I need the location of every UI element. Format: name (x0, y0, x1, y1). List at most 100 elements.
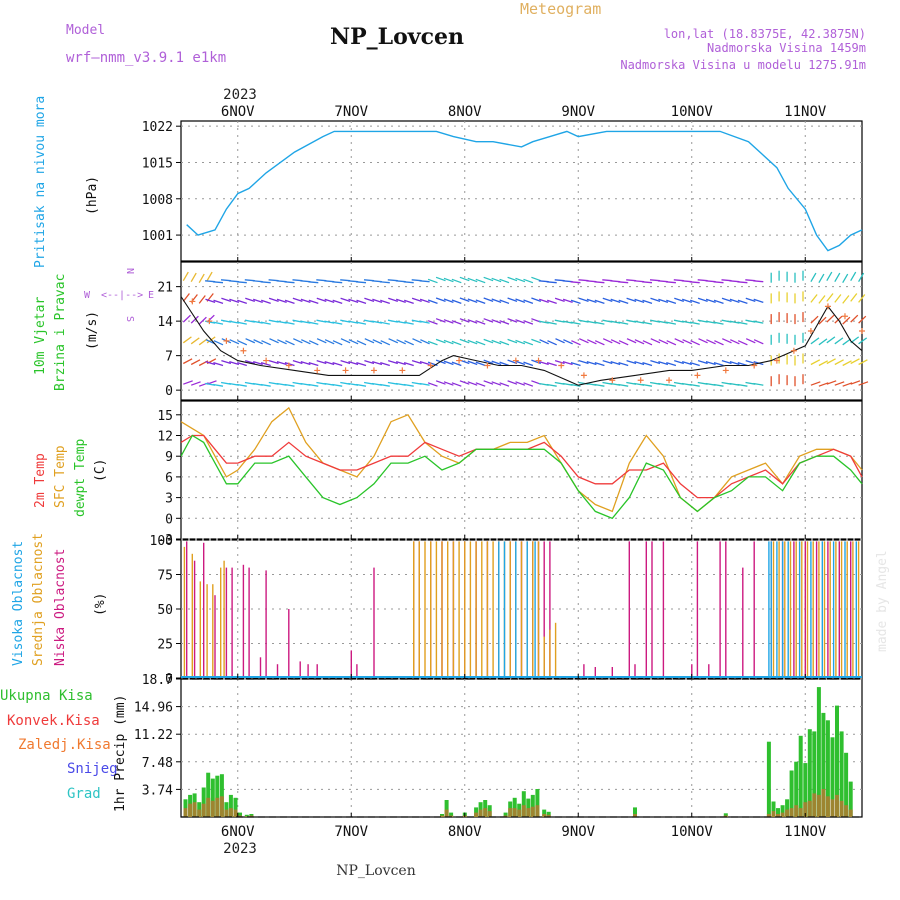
wind-arrow (674, 297, 685, 303)
wind-arrow (403, 321, 414, 325)
wind-arrow (221, 359, 232, 365)
total-precip-bar (766, 741, 771, 817)
conv-precip-bar (798, 808, 803, 817)
wind-arrow (826, 293, 834, 302)
wind-arrow (253, 339, 263, 345)
wind-arrow (842, 338, 852, 346)
wind-arrow (499, 320, 510, 325)
wind-arrow (563, 339, 573, 345)
y-tick-label: -3 (157, 533, 173, 548)
gust-mark (189, 298, 196, 305)
time-axis-top: 6NOV 7NOV 8NOV 9NOV 10NOV 11NOV (221, 104, 827, 120)
wind-arrow (705, 360, 716, 366)
conv-precip-bar (244, 816, 249, 817)
wind-arrow (403, 361, 414, 367)
temperature-grid (181, 401, 862, 540)
gust-mark (342, 367, 349, 374)
wind-arrow (515, 298, 526, 304)
day-label-bottom: 11NOV (784, 824, 827, 840)
wind-arrow (850, 380, 861, 385)
wind-arrow (419, 360, 430, 366)
wind-arrow (642, 361, 653, 367)
wind-arrow (427, 382, 438, 387)
wind-arrow (268, 297, 279, 303)
wind-arrow (737, 383, 748, 387)
conv-precip-bar (474, 812, 479, 817)
wind-arrow (810, 272, 817, 283)
wind-ticks: 21 14 7 0 (157, 281, 806, 400)
y-tick-label: 1015 (142, 156, 173, 171)
label-mid-cloud: Srednja Oblacnost (31, 533, 46, 666)
wind-arrow (212, 281, 224, 284)
wind-arrow (578, 359, 589, 365)
wind-arrow (260, 361, 271, 367)
wind-arrow (666, 340, 677, 346)
total-precip-bar (780, 805, 785, 817)
conv-precip-bar (238, 815, 242, 817)
day-label-top: 7NOV (334, 104, 368, 120)
wind-arrow (308, 299, 319, 305)
wind-arrow (451, 278, 462, 284)
wind-arrow (737, 281, 748, 284)
y-tick-label: 11.22 (134, 728, 173, 743)
wind-arrow (546, 321, 557, 325)
wind-arrow (626, 338, 637, 344)
wind-arrow (300, 360, 311, 366)
wind-arrow (689, 281, 700, 284)
wind-arrow (674, 338, 685, 344)
wind-arrow (546, 383, 557, 387)
wind-arrow (459, 380, 470, 385)
wind-arrow (834, 337, 844, 345)
temperature-frame (180, 400, 863, 540)
wind-arrow (372, 360, 383, 366)
y-tick-label: 50 (157, 603, 173, 618)
wind-arrow (451, 299, 462, 305)
gust-mark (314, 367, 321, 374)
conv-precip-bar (789, 808, 794, 817)
wind-arrow (411, 359, 422, 365)
wind-arrow (380, 299, 391, 305)
wind-arrow (753, 339, 764, 345)
gust-mark (223, 337, 230, 344)
wind-arrow (594, 383, 605, 387)
wind-arrow (531, 297, 542, 303)
wind-arrow (499, 299, 510, 305)
gust-mark (666, 377, 673, 384)
wind-arrow (236, 281, 247, 284)
wind-arrow (594, 340, 605, 346)
wind-arrow (451, 340, 462, 346)
gust-mark (580, 372, 587, 379)
gust-mark (637, 377, 644, 384)
conv-precip-bar (215, 797, 220, 817)
wind-arrow (682, 298, 692, 304)
wind-arrow (818, 338, 828, 346)
total-precip-bar (238, 812, 242, 817)
wind-arrow (842, 360, 852, 367)
wind-arrow (364, 359, 375, 365)
footer-station: NP_Lovcen (336, 863, 415, 879)
temp-2m-line (180, 434, 863, 499)
wind-arrow (443, 319, 454, 324)
wind-arrow (268, 359, 279, 365)
conv-precip-bar (249, 815, 254, 817)
wind-arrow (579, 338, 589, 344)
wind-arrow (818, 316, 827, 325)
wind-arrow (395, 298, 406, 304)
wind-arrow (818, 295, 826, 304)
y-tick-label: 7.48 (142, 756, 173, 771)
total-precip-bar (789, 770, 794, 817)
wind-arrow (308, 281, 319, 284)
wind-arrow (826, 336, 836, 344)
day-label-top: 10NOV (671, 104, 714, 120)
gust-mark (609, 377, 616, 384)
wind-arrow (182, 358, 193, 365)
wind-arrow (587, 339, 597, 345)
gust-mark (790, 347, 797, 354)
y-tick-label: 1022 (142, 120, 173, 135)
wind-arrow (850, 271, 857, 282)
total-precip-bar (201, 787, 206, 817)
conv-precip-bar (807, 800, 812, 817)
y-tick-label: 25 (157, 638, 173, 653)
wind-arrow (753, 382, 764, 386)
wind-arrow (396, 339, 406, 345)
